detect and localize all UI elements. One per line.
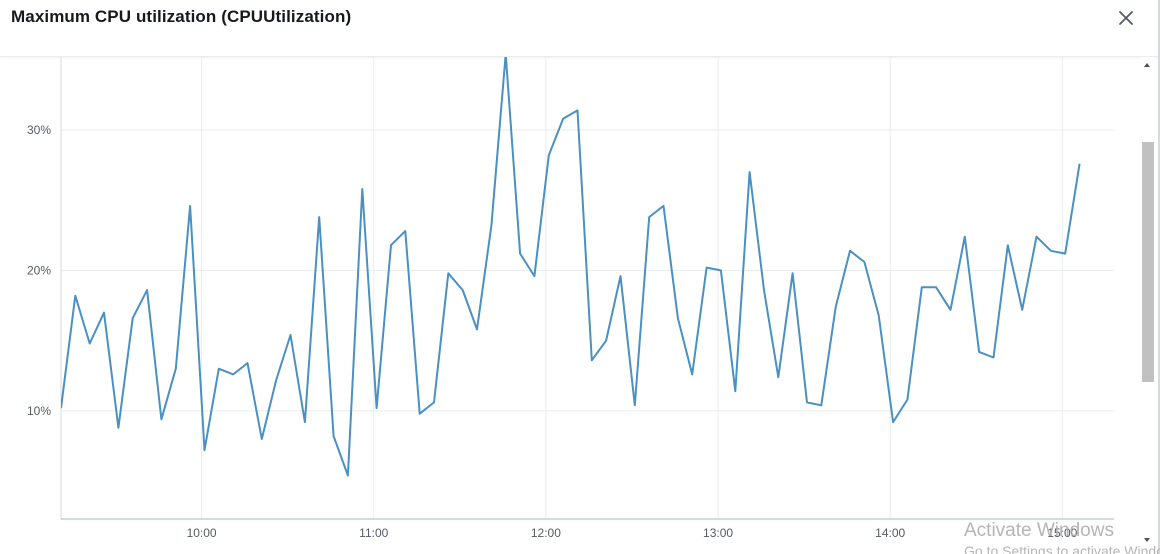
cpu-utilization-chart: 10:00 11:00 12:00 13:00 14:00 15:00 10% 20% 30%	[27, 57, 1114, 540]
scrollbar-thumb[interactable]	[1142, 142, 1154, 382]
y-tick-label: 30%	[27, 123, 51, 137]
cpu-series-line	[61, 57, 1081, 477]
scroll-down-arrow-icon	[1144, 538, 1150, 542]
scroll-up-arrow-icon	[1144, 63, 1150, 67]
activation-watermark: Activate Windows	[964, 520, 1114, 541]
scroll-up-button[interactable]	[1141, 58, 1153, 70]
activation-watermark-sub: Go to Settings to activate Windows.	[964, 543, 1160, 554]
x-tick-label: 14:00	[875, 526, 905, 540]
x-tick-label: 10:00	[187, 526, 217, 540]
y-tick-label: 10%	[27, 404, 51, 418]
x-tick-label: 15:00	[1047, 526, 1077, 540]
panel-border	[1158, 0, 1160, 554]
x-tick-label: 13:00	[703, 526, 733, 540]
scroll-down-button[interactable]	[1141, 533, 1153, 545]
page-title: Maximum CPU utilization (CPUUtilization)	[11, 7, 352, 26]
x-tick-label: 11:00	[359, 526, 388, 540]
modal-header: Maximum CPU utilization (CPUUtilization)	[0, 0, 1158, 57]
y-tick-label: 20%	[27, 263, 51, 277]
close-icon	[1119, 11, 1133, 25]
close-button[interactable]	[1114, 6, 1138, 30]
x-tick-label: 12:00	[531, 526, 561, 540]
